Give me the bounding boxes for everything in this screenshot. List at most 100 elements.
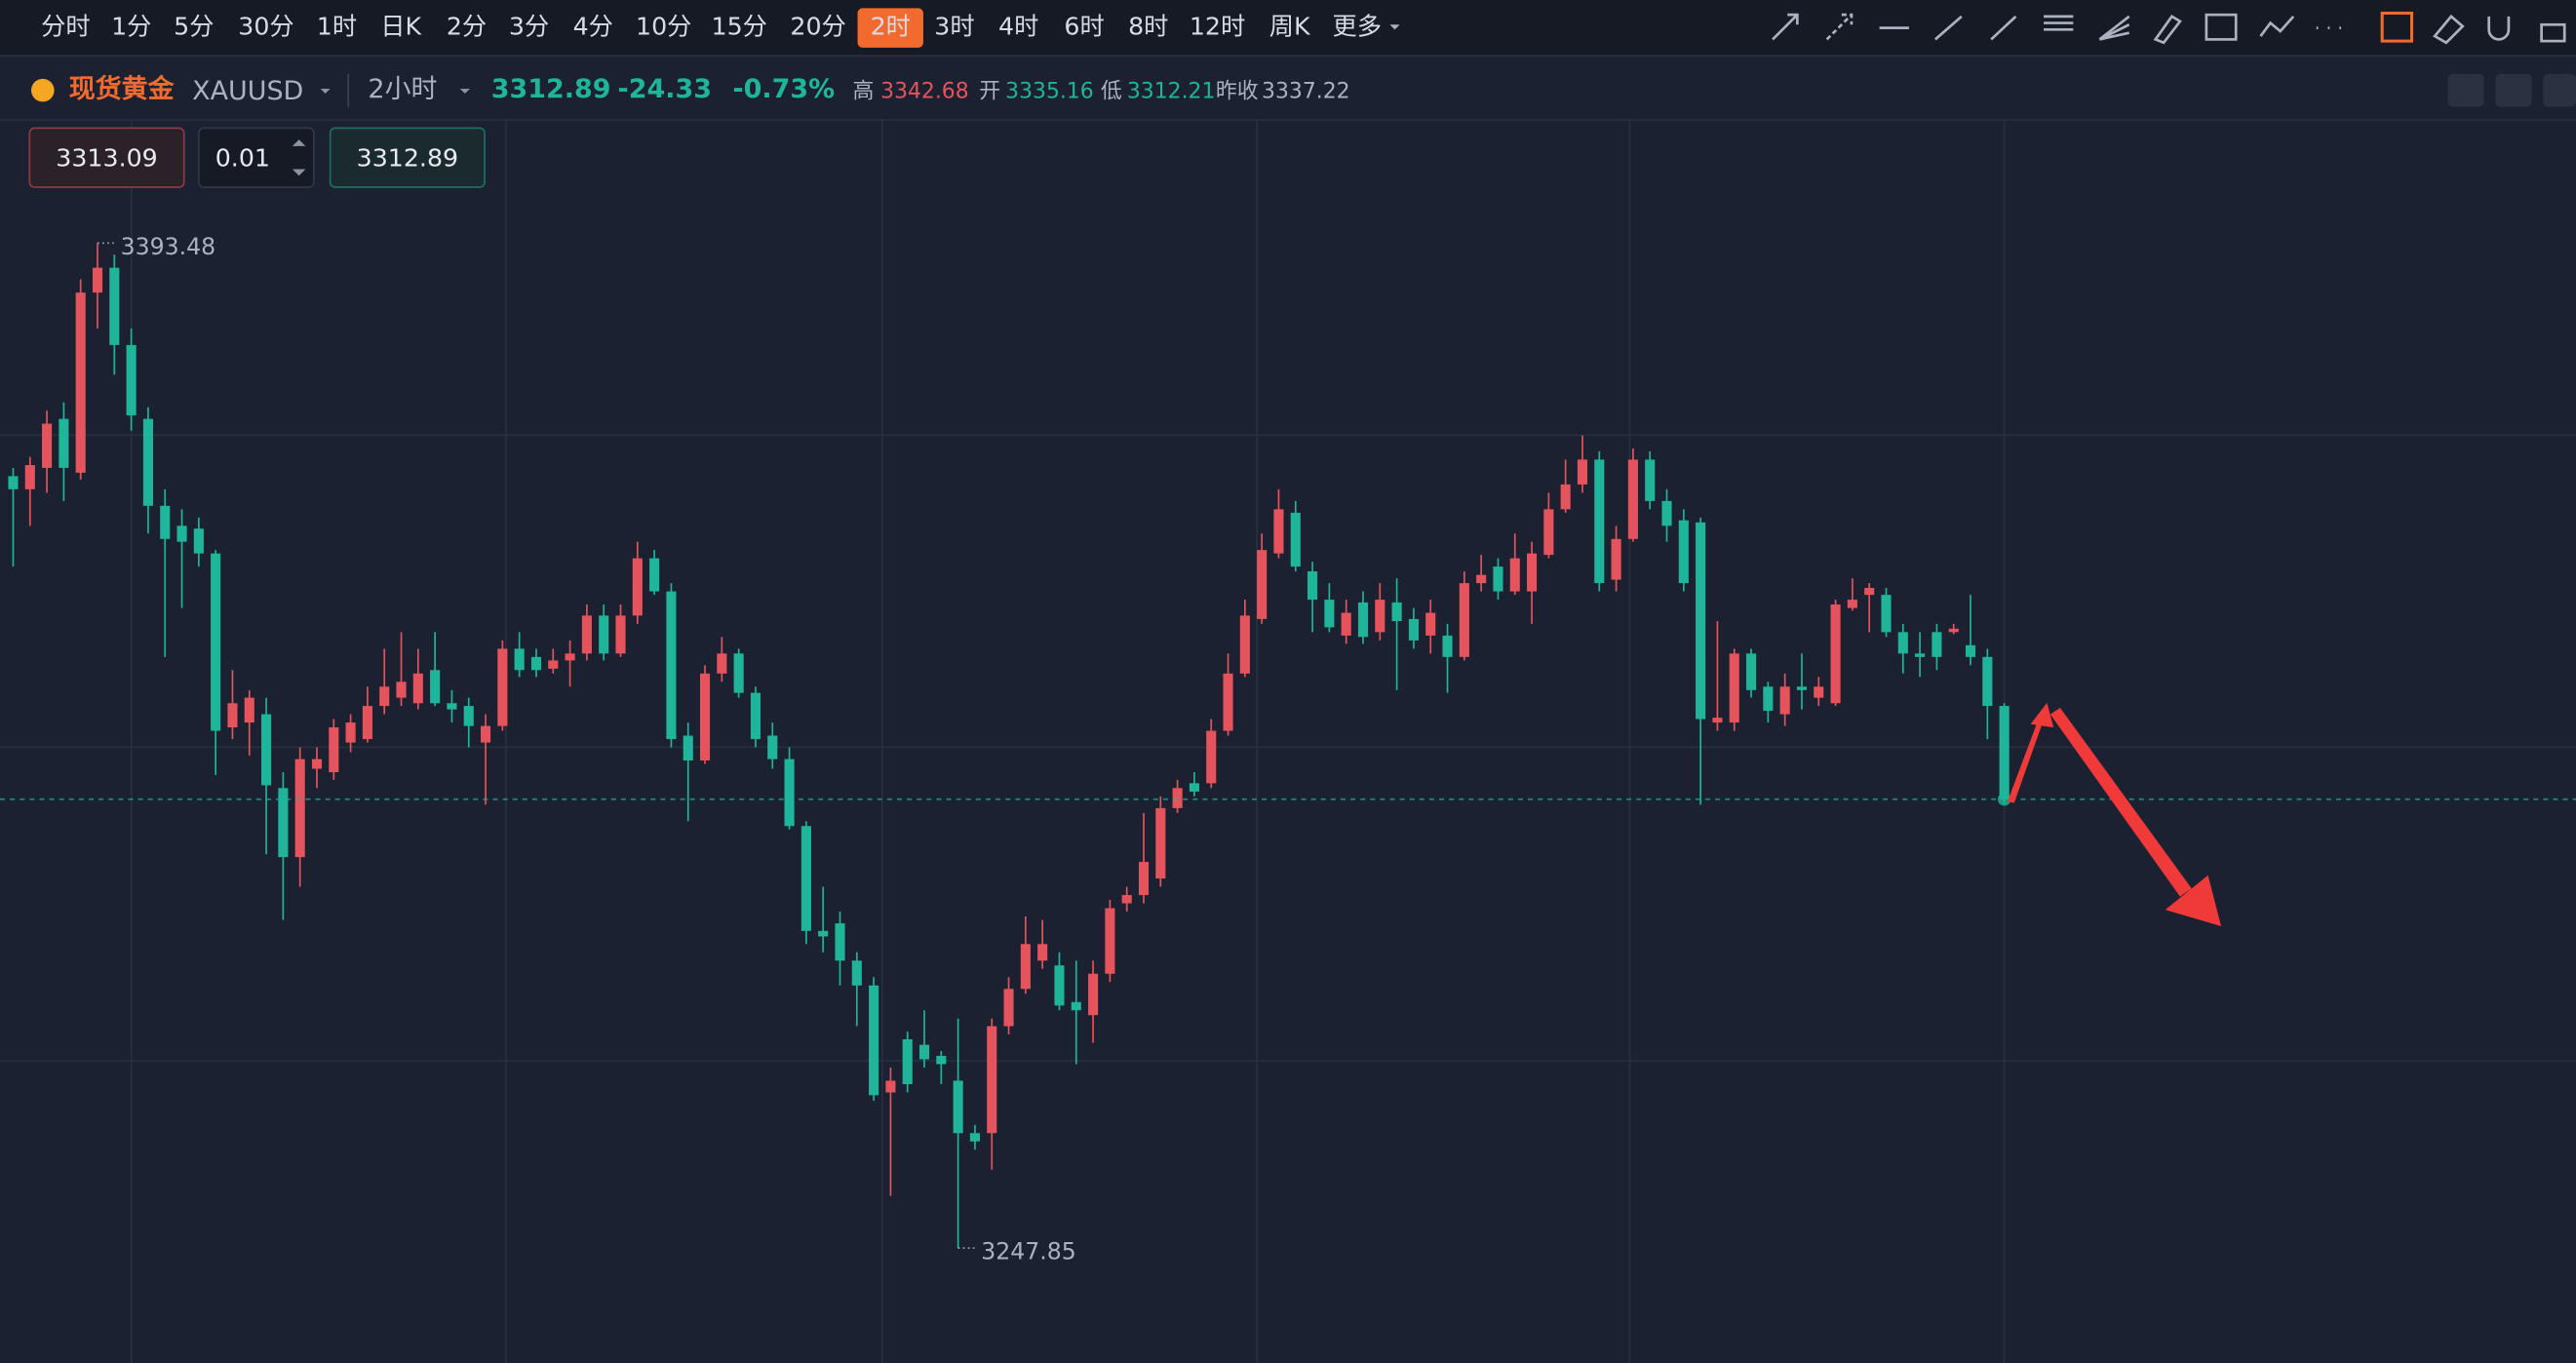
tool-segment[interactable] bbox=[1933, 15, 1963, 41]
tool-magnet[interactable] bbox=[2487, 16, 2511, 41]
candle-body bbox=[1476, 574, 1487, 584]
candle-body bbox=[733, 653, 744, 693]
arrow-big-shaft bbox=[2049, 707, 2192, 897]
buy-price[interactable]: 3312.89 bbox=[357, 143, 458, 172]
period-tab[interactable]: 4分 bbox=[573, 13, 613, 41]
last-price: 3312.89 bbox=[491, 74, 611, 104]
candle-body bbox=[1560, 484, 1571, 510]
period-tab[interactable]: 分时 bbox=[41, 13, 91, 41]
tool-fan[interactable] bbox=[2098, 15, 2130, 41]
btn-indicator[interactable] bbox=[2447, 73, 2484, 107]
candle-body bbox=[835, 923, 845, 961]
period-tab[interactable]: 周K bbox=[1269, 13, 1311, 41]
candle-body bbox=[615, 615, 626, 654]
candle-body bbox=[142, 418, 153, 506]
symbol-code[interactable]: XAUUSD bbox=[192, 76, 303, 106]
candle-body bbox=[1121, 895, 1132, 904]
candle-body bbox=[1678, 520, 1689, 584]
period-tab[interactable]: 10分 bbox=[636, 13, 691, 41]
prev-close-value: 3337.22 bbox=[1262, 79, 1350, 103]
tool-edit[interactable] bbox=[2380, 11, 2414, 43]
buy-button[interactable] bbox=[329, 127, 486, 188]
period[interactable]: 2小时 bbox=[368, 74, 437, 104]
high-label: 高 bbox=[852, 79, 874, 103]
change: -24.33 bbox=[618, 74, 712, 104]
candle-body bbox=[717, 653, 727, 674]
period-tab[interactable]: 30分 bbox=[238, 13, 293, 41]
period-tab[interactable]: 8时 bbox=[1128, 13, 1168, 41]
candle-body bbox=[109, 267, 120, 345]
symbol-name[interactable]: 现货黄金 bbox=[69, 73, 176, 104]
candle-body bbox=[1189, 783, 1199, 792]
tool-ray[interactable] bbox=[1772, 13, 1799, 41]
candle-body bbox=[902, 1038, 913, 1084]
period-tab[interactable]: 12时 bbox=[1190, 13, 1245, 41]
tool-fib[interactable] bbox=[2044, 15, 2074, 31]
dropdown-caret[interactable] bbox=[459, 88, 470, 95]
candle-body bbox=[1948, 628, 1959, 633]
candle-body bbox=[176, 526, 187, 542]
candle-body bbox=[1341, 612, 1351, 636]
max-label: 3393.48 bbox=[121, 233, 216, 260]
arrow-big-head bbox=[2165, 875, 2222, 926]
candle-body bbox=[430, 670, 441, 704]
candle-body bbox=[261, 714, 272, 786]
btn-draw[interactable] bbox=[2495, 73, 2532, 107]
period-tab[interactable]: 20分 bbox=[790, 13, 845, 41]
tool-lock[interactable] bbox=[2540, 22, 2566, 43]
period-tab[interactable]: 5分 bbox=[174, 13, 214, 41]
more-caret[interactable] bbox=[1389, 24, 1400, 30]
candle-body bbox=[987, 1026, 997, 1134]
candle-body bbox=[396, 682, 407, 698]
candle-body bbox=[1814, 686, 1824, 698]
active-tab[interactable] bbox=[857, 8, 923, 48]
dropdown-caret[interactable] bbox=[320, 88, 331, 95]
candle-body bbox=[1155, 807, 1166, 879]
period-tab[interactable]: 2分 bbox=[447, 13, 487, 41]
period-tab[interactable]: 3时 bbox=[934, 13, 974, 41]
candle-body bbox=[311, 759, 323, 769]
tool-eraser[interactable] bbox=[2433, 14, 2465, 45]
candle-body bbox=[918, 1044, 930, 1060]
candle-body bbox=[666, 591, 677, 740]
candle-body bbox=[1763, 686, 1774, 712]
tool-pen[interactable] bbox=[2153, 15, 2182, 45]
tool-line[interactable] bbox=[1990, 15, 2017, 41]
candle-body bbox=[1577, 459, 1588, 485]
tool-image[interactable] bbox=[2205, 13, 2238, 41]
period-tab[interactable]: 3分 bbox=[509, 13, 549, 41]
candle-body bbox=[1442, 635, 1453, 657]
period-tab[interactable]: 日K bbox=[380, 13, 422, 41]
btn-candle[interactable] bbox=[2543, 73, 2576, 107]
period-tab[interactable]: 15分 bbox=[712, 13, 767, 41]
candle-body bbox=[599, 615, 609, 654]
period-tab[interactable]: 6时 bbox=[1064, 13, 1104, 41]
candle-body bbox=[24, 465, 35, 489]
period-tab[interactable]: 1时 bbox=[317, 13, 357, 41]
qty[interactable]: 0.01 bbox=[215, 143, 270, 172]
candle-body bbox=[1375, 600, 1386, 633]
period-tab[interactable]: 4时 bbox=[998, 13, 1038, 41]
period-tab[interactable]: 1分 bbox=[111, 13, 151, 41]
sell-price[interactable]: 3313.09 bbox=[56, 143, 157, 172]
candle-body bbox=[1071, 1001, 1081, 1011]
candle-body bbox=[885, 1080, 896, 1093]
candle-body bbox=[1982, 656, 1993, 707]
qty-input[interactable] bbox=[198, 127, 315, 188]
tool-extended[interactable] bbox=[1825, 13, 1854, 41]
candle-body bbox=[818, 930, 829, 937]
candle-body bbox=[1138, 862, 1150, 896]
period-tab[interactable]: 2时 bbox=[871, 13, 911, 41]
candle-body bbox=[227, 703, 238, 728]
candle-body bbox=[126, 344, 137, 416]
candle-body bbox=[447, 703, 457, 710]
candle-body bbox=[548, 660, 559, 669]
candle-body bbox=[1527, 553, 1538, 592]
period-tab[interactable]: 更多 bbox=[1333, 13, 1383, 41]
candle-body bbox=[1661, 500, 1672, 526]
candle-body bbox=[1645, 459, 1656, 501]
tool-wave[interactable] bbox=[2259, 15, 2295, 37]
candle-body bbox=[1796, 686, 1808, 690]
sell-button[interactable] bbox=[28, 127, 185, 188]
